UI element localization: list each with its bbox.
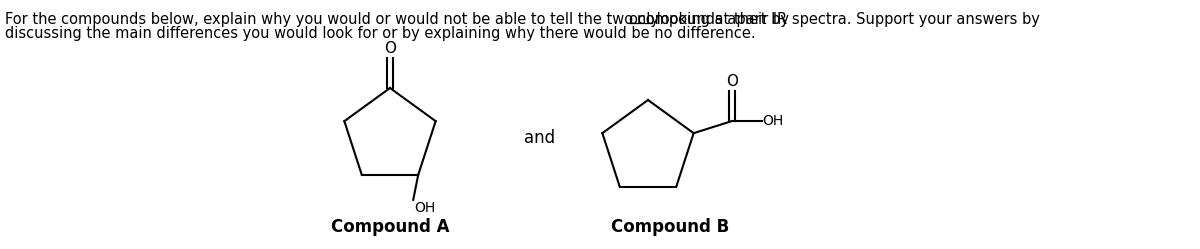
Text: O: O xyxy=(384,41,396,56)
Text: OH: OH xyxy=(763,114,784,128)
Text: O: O xyxy=(726,74,738,89)
Text: OH: OH xyxy=(414,201,436,215)
Text: Compound A: Compound A xyxy=(331,218,449,236)
Text: and: and xyxy=(524,129,556,147)
Text: For the compounds below, explain why you would or would not be able to tell the : For the compounds below, explain why you… xyxy=(5,12,793,27)
Text: discussing the main differences you would look for or by explaining why there wo: discussing the main differences you woul… xyxy=(5,26,756,41)
Text: looking at their IR spectra. Support your answers by: looking at their IR spectra. Support you… xyxy=(653,12,1040,27)
Text: only: only xyxy=(628,12,659,27)
Text: Compound B: Compound B xyxy=(611,218,730,236)
